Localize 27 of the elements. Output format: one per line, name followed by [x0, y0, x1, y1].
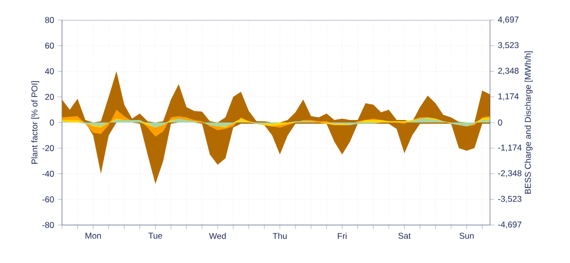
y2-tick-label: 2,348: [498, 68, 519, 75]
y2-tick-label: 1,174: [498, 93, 519, 100]
y2-tick-label: 4,697: [498, 16, 519, 24]
x-tick-label: Tue: [148, 232, 162, 239]
y2-tick-label: -2,348: [498, 170, 522, 178]
y-tick-label: 40: [44, 68, 54, 74]
y-tick-label: 60: [45, 42, 54, 49]
y2-axis-title: BESS Charge and Discharge [MWh/h]: [524, 51, 533, 194]
x-tick-label: Sat: [398, 232, 411, 239]
y-axis-title: Plant factor [% of POI]: [31, 81, 40, 164]
x-tick-label: Sun: [460, 232, 474, 239]
y-tick-label: -20: [42, 145, 54, 152]
y-tick-label: 80: [45, 17, 54, 23]
y2-tick-label: 0: [498, 120, 502, 126]
y2-tick-label: -3,523: [498, 196, 522, 203]
y2-tick-label: -4,697: [498, 222, 522, 228]
x-tick-label: Mon: [86, 232, 101, 239]
y-tick-label: 20: [45, 94, 54, 100]
y-tick-label: -80: [42, 222, 54, 228]
y-tick-label: 0: [50, 120, 54, 126]
y2-tick-label: -1,174: [498, 144, 522, 152]
y2-tick-label: 3,523: [498, 42, 519, 50]
x-tick-label: Fri: [338, 232, 347, 239]
y-tick-label: -40: [42, 170, 54, 177]
x-tick-label: Wed: [209, 232, 226, 239]
x-tick-label: Thu: [272, 232, 287, 239]
y-tick-label: -60: [42, 196, 54, 202]
